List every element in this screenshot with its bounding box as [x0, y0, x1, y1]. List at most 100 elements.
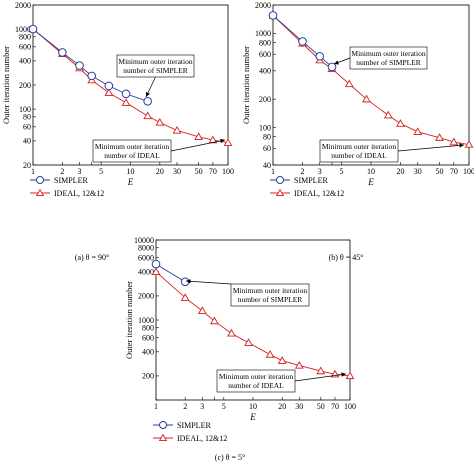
- panel-caption: (c) θ = 5°: [215, 453, 245, 462]
- ideal-legend-marker: [275, 188, 285, 197]
- ideal-annotation-text: number of IDEAL: [331, 151, 387, 160]
- ideal-annotation-text: number of IDEAL: [104, 151, 160, 160]
- x-tick-label: 3: [318, 167, 322, 176]
- y-tick-label: 6000: [138, 254, 154, 263]
- x-tick-label: 30: [173, 167, 181, 176]
- x-tick-label: 30: [295, 402, 303, 411]
- x-axis-label: E: [127, 177, 134, 187]
- simpler-annotation-box: [349, 46, 428, 70]
- y-tick-label: 200: [19, 81, 31, 90]
- ideal-annotation-arrow: [170, 139, 226, 152]
- x-tick-label: 3: [78, 167, 82, 176]
- panel-caption: (a) θ = 90°: [75, 253, 109, 262]
- ideal-annotation-text: Minimum outer iteration: [219, 372, 293, 381]
- x-tick-label: 2: [183, 402, 187, 411]
- simpler-data-point: [315, 52, 325, 61]
- y-axis-label: Outer iteration number: [241, 46, 251, 124]
- simpler-data-point: [58, 48, 67, 57]
- simpler-data-point: [104, 81, 114, 91]
- ideal-annotation-arrowhead: [341, 372, 346, 377]
- y-tick-label: 800: [19, 33, 31, 42]
- simpler-annotation-text: Minimum outer iteration: [233, 286, 307, 295]
- simpler-annotation-arrowhead: [145, 91, 150, 97]
- y-axis-label: Outer iteration number: [124, 281, 134, 359]
- x-tick-label: 100: [344, 402, 356, 411]
- x-tick-label: 70: [450, 167, 458, 176]
- simpler-annotation-arrowhead: [334, 60, 339, 65]
- simpler-data-point: [121, 89, 131, 99]
- ideal-data-point: [227, 328, 236, 337]
- x-tick-label: 3: [200, 402, 204, 411]
- simpler-data-point: [143, 97, 152, 106]
- ideal-annotation-arrow: [397, 144, 465, 152]
- x-tick-label: 50: [195, 167, 203, 176]
- ideal-data-point: [151, 267, 161, 275]
- simpler-series-line: [272, 15, 333, 68]
- ideal-series-line: [32, 28, 229, 144]
- y-tick-label: 1000: [138, 316, 154, 325]
- x-tick-label: 1: [31, 167, 35, 176]
- ideal-annotation-arrowhead: [220, 138, 225, 144]
- y-tick-label: 2000: [138, 292, 154, 301]
- y-tick-label: 1000: [15, 25, 31, 34]
- y-tick-label: 800: [259, 38, 271, 47]
- ideal-data-point: [223, 138, 233, 146]
- x-tick-label: 20: [156, 167, 164, 176]
- ideal-data-point: [396, 119, 405, 127]
- y-tick-label: 60: [23, 123, 31, 132]
- ideal-data-point: [316, 366, 326, 375]
- y-tick-label: 80: [23, 113, 31, 122]
- simpler-legend-marker: [276, 176, 284, 184]
- ideal-data-point: [294, 360, 304, 369]
- ideal-data-point: [449, 137, 459, 146]
- simpler-data-point: [28, 24, 38, 34]
- x-tick-label: 30: [414, 167, 422, 176]
- simpler-data-point: [151, 259, 161, 269]
- x-tick-label: 50: [317, 402, 325, 411]
- ideal-data-point: [155, 117, 165, 126]
- panel-caption: (b) θ = 45°: [329, 253, 364, 262]
- simpler-annotation-text: Minimum outer iteration: [351, 49, 425, 58]
- ideal-data-point: [464, 140, 474, 148]
- y-tick-label: 40: [263, 161, 271, 170]
- y-tick-label: 80: [263, 132, 271, 141]
- simpler-legend-marker: [36, 176, 44, 184]
- x-tick-label: 5: [339, 167, 343, 176]
- y-tick-label: 2000: [255, 1, 271, 10]
- x-tick-label: 10: [367, 167, 375, 176]
- simpler-annotation-box: [116, 54, 195, 78]
- ideal-data-point: [413, 127, 423, 135]
- y-tick-label: 4000: [138, 268, 154, 277]
- y-tick-label: 10000: [134, 236, 154, 245]
- simpler-series-line: [155, 263, 186, 283]
- y-tick-label: 600: [259, 50, 271, 59]
- y-tick-label: 800: [142, 324, 154, 333]
- ideal-data-point: [197, 306, 207, 315]
- y-tick-label: 8000: [138, 244, 154, 253]
- y-tick-label: 1000: [255, 29, 271, 38]
- y-axis-label: Outer iteration number: [1, 46, 11, 124]
- ideal-data-point: [210, 316, 219, 325]
- simpler-legend-label: SIMPLER: [54, 176, 88, 185]
- ideal-legend-marker: [35, 188, 45, 197]
- ideal-legend-marker: [158, 433, 168, 441]
- simpler-annotation-arrow: [185, 280, 232, 285]
- y-tick-label: 200: [142, 372, 154, 381]
- ideal-data-point: [344, 79, 354, 88]
- x-axis-label: E: [249, 412, 256, 422]
- ideal-annotation-arrowhead: [459, 143, 464, 148]
- x-tick-label: 70: [331, 402, 339, 411]
- simpler-legend-marker: [159, 421, 167, 429]
- ideal-annotation-box: [319, 139, 399, 163]
- ideal-annotation-text: Minimum outer iteration: [322, 142, 396, 151]
- ideal-data-point: [104, 88, 114, 96]
- ideal-data-point: [265, 350, 275, 358]
- ideal-data-point: [277, 356, 287, 364]
- simpler-annotation-text: number of SIMPLER: [123, 66, 188, 75]
- x-tick-label: 5: [222, 402, 226, 411]
- panel-theta-45: 1 2 3 5 10 20 30 50 70 10040608010020040060080010…: [241, 1, 474, 262]
- x-tick-label: 100: [463, 167, 474, 176]
- ideal-annotation-text: Minimum outer iteration: [95, 142, 169, 151]
- simpler-data-point: [327, 62, 337, 72]
- ideal-legend-label: IDEAL, 12&12: [54, 189, 104, 198]
